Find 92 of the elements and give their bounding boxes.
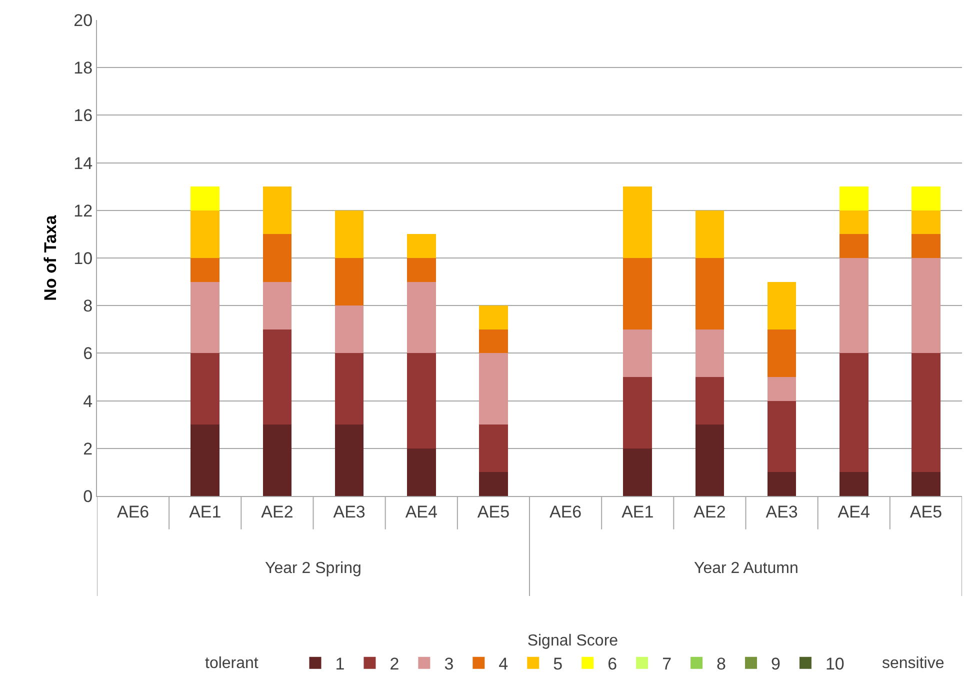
bar (912, 186, 940, 210)
text: sensitive (882, 655, 944, 672)
y-tick-label: 2 (83, 439, 93, 458)
bar (623, 329, 652, 377)
bar (839, 234, 868, 258)
legend-label: 6 (608, 654, 618, 674)
bar (695, 377, 724, 425)
bar (839, 210, 868, 234)
bar (479, 424, 508, 472)
x-tick-label: AE2 (694, 502, 726, 522)
bar (839, 258, 868, 354)
text: Year 2 Autumn (694, 560, 798, 577)
y-tick-label: 14 (74, 154, 93, 173)
y-tick-label: 12 (74, 201, 93, 220)
bar (479, 353, 508, 425)
bar (695, 424, 724, 496)
legend-label: 8 (716, 654, 726, 674)
bar (406, 282, 436, 354)
bar (912, 210, 940, 234)
bar (406, 448, 436, 496)
text: Year 2 Spring (265, 560, 362, 577)
legend-label: 10 (825, 654, 844, 674)
bar (767, 377, 796, 401)
bar (767, 472, 796, 496)
legend-label: 7 (662, 654, 672, 674)
legend-title: Signal Score (527, 632, 618, 650)
bar (262, 424, 292, 496)
bar (406, 234, 436, 258)
x-tick-label: AE6 (549, 502, 582, 522)
bar (190, 282, 220, 354)
bar (190, 210, 220, 258)
bar (912, 472, 940, 496)
bar (912, 353, 940, 472)
x-tick-label: AE5 (477, 502, 510, 522)
legend-label: 5 (553, 654, 563, 674)
bar (912, 258, 940, 354)
y-tick-label: 8 (83, 296, 93, 316)
y-tick-label: 4 (83, 392, 93, 411)
bar (767, 400, 796, 472)
bar (479, 329, 508, 354)
bar (839, 353, 868, 472)
y-tick-label: 16 (74, 106, 93, 126)
bar (479, 306, 508, 330)
bar (695, 258, 724, 330)
x-tick-label: AE4 (838, 502, 870, 522)
x-tick-label: AE2 (261, 502, 294, 522)
x-tick-label: AE6 (116, 502, 150, 522)
bar (334, 353, 364, 425)
y-tick-label: 18 (74, 58, 93, 78)
y-axis-title: No of Taxa (41, 214, 60, 301)
bar (406, 353, 436, 448)
legend-label: 9 (771, 654, 780, 674)
bar (334, 306, 364, 354)
x-tick-label: AE4 (405, 502, 438, 522)
bar (334, 210, 364, 258)
bar (406, 258, 436, 282)
bar (190, 258, 220, 282)
bar (695, 210, 724, 258)
bar (912, 234, 940, 258)
bar (262, 282, 292, 330)
y-tick-label: 6 (83, 344, 93, 364)
bar (262, 186, 292, 234)
bar (623, 448, 652, 496)
bar (334, 258, 364, 306)
bar (623, 186, 652, 258)
bar (623, 258, 652, 330)
bar (190, 186, 220, 210)
y-tick-label: 10 (74, 248, 93, 268)
bar (190, 353, 220, 425)
legend-label: 1 (335, 654, 345, 674)
x-tick-label: AE1 (189, 502, 222, 522)
x-tick-label: AE3 (333, 502, 366, 522)
bar (262, 234, 292, 282)
bar (767, 282, 796, 330)
bar (190, 424, 220, 496)
bar (334, 424, 364, 496)
bar (479, 472, 508, 496)
bar (839, 472, 868, 496)
bar (767, 329, 796, 377)
y-tick-label: 0 (83, 486, 93, 506)
y-tick-label: 20 (74, 10, 93, 30)
bar (839, 186, 868, 210)
bar (262, 329, 292, 425)
bar (695, 329, 724, 377)
text: tolerant (205, 655, 259, 672)
bar (623, 377, 652, 448)
legend-label: 3 (444, 654, 454, 674)
x-tick-label: AE3 (766, 502, 798, 522)
legend-label: 2 (390, 654, 400, 674)
x-tick-label: AE5 (910, 502, 942, 522)
legend-label: 4 (498, 654, 508, 674)
x-tick-label: AE1 (622, 502, 654, 522)
